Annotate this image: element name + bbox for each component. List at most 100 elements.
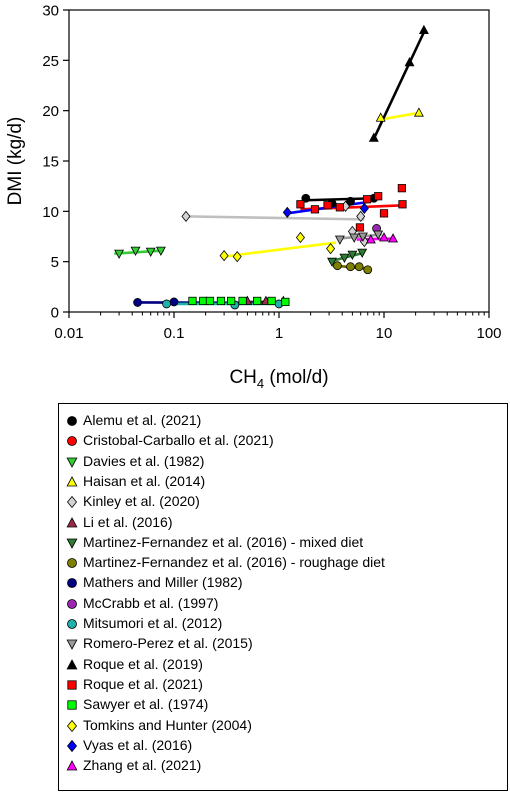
- legend-label: McCrabb et al. (1997): [83, 594, 219, 611]
- legend-label: Haisan et al. (2014): [83, 472, 206, 489]
- series-8-point: [133, 298, 142, 307]
- legend-label: Martinez-Fernandez et al. (2016) - mixed…: [83, 533, 364, 550]
- legend-label: Vyas et al. (2016): [83, 736, 193, 753]
- plot-frame: [68, 9, 490, 313]
- x-tick-label: 1: [275, 325, 283, 342]
- legend: Alemu et al. (2021) Cristobal-Carballo et…: [58, 403, 508, 791]
- legend-marker-icon: [66, 496, 78, 509]
- y-tick-label: 10: [42, 204, 59, 221]
- series-10-point: [162, 299, 171, 309]
- series-13-point: [323, 201, 332, 210]
- series-3-point: [413, 107, 424, 117]
- series-14-point: [188, 296, 197, 306]
- legend-label: Alemu et al. (2021): [83, 412, 202, 428]
- series-13-point: [296, 200, 305, 209]
- series-16-point: [282, 206, 292, 218]
- legend-marker-icon: [66, 760, 78, 771]
- legend-marker-icon: [66, 516, 78, 527]
- legend-item: Martinez-Fernandez et al. (2016) - mixed…: [59, 533, 499, 553]
- legend-marker-icon: [66, 719, 78, 732]
- legend-label: Tomkins and Hunter (2004): [83, 716, 252, 733]
- series-2-fit-line: [114, 249, 164, 255]
- legend-item: Haisan et al. (2014): [59, 472, 499, 492]
- series-12-fit-line: [372, 29, 427, 140]
- series-14-point: [205, 296, 215, 306]
- legend-marker-icon: [67, 416, 77, 426]
- series-13-point: [374, 192, 383, 201]
- legend-item: Vyas et al. (2016): [59, 736, 499, 756]
- legend-marker-icon: [67, 619, 77, 629]
- legend-marker-icon: [67, 700, 77, 710]
- x-tick-label: 0.1: [164, 325, 185, 342]
- y-tick-label: 0: [51, 305, 59, 322]
- series-7-point: [333, 261, 342, 271]
- y-tick-label: 5: [51, 254, 59, 271]
- legend-item: Davies et al. (1982): [59, 452, 499, 472]
- series-17-point: [365, 234, 376, 244]
- series-4-point: [181, 210, 191, 223]
- legend-marker-icon: [67, 598, 77, 609]
- legend-marker-icon: [67, 436, 77, 447]
- series-17-point: [379, 232, 389, 242]
- series-2-point: [114, 249, 125, 259]
- x-tick-label: 100: [476, 325, 501, 342]
- series-2-point: [145, 247, 156, 257]
- chart-area: 0.01 0.1 1 10 100 0 5 10 15 20 25 30 DMI (kg/d) CH4…: [5, 3, 502, 392]
- series-2-point: [155, 246, 166, 256]
- legend-label: Kinley et al. (2020): [83, 493, 200, 510]
- series-13-point: [355, 223, 365, 232]
- series-12-point: [404, 57, 415, 67]
- legend-label: Li et al. (2016): [83, 513, 173, 530]
- series-15-point: [232, 250, 242, 263]
- y-tick-label: 15: [42, 154, 59, 171]
- legend-marker-icon: [66, 538, 78, 549]
- legend-item: Cristobal-Carballo et al. (2021): [59, 431, 499, 451]
- series-13-point: [379, 209, 389, 218]
- series-7-point: [363, 265, 373, 275]
- series-4-point: [356, 210, 366, 223]
- legend-marker-icon: [67, 578, 77, 589]
- y-tick-label: 30: [42, 3, 59, 20]
- series-13-point: [397, 184, 406, 193]
- series-15-point: [219, 249, 229, 262]
- series-12-point: [418, 24, 429, 35]
- legend-marker-icon: [66, 639, 78, 651]
- legend-item: Tomkins and Hunter (2004): [59, 716, 499, 736]
- series-4-fit-line: [185, 215, 365, 221]
- series-6-point: [347, 250, 358, 260]
- series-3-point: [375, 112, 386, 122]
- y-tick-label: 20: [42, 103, 59, 120]
- series-0-point: [346, 196, 355, 206]
- legend-item: Zhang et al. (2021): [59, 756, 499, 776]
- series-13-point: [310, 205, 320, 214]
- legend-label: Mitsumori et al. (2012): [83, 615, 223, 631]
- legend-marker-icon: [66, 457, 78, 468]
- x-tick-label: 0.01: [54, 325, 83, 342]
- legend-item: Kinley et al. (2020): [59, 492, 499, 512]
- legend-item: Martinez-Fernandez et al. (2016) - rough…: [59, 553, 499, 573]
- legend-label: Roque et al. (2019): [83, 655, 203, 672]
- series-15-point: [295, 231, 305, 244]
- series-6-point: [339, 253, 350, 263]
- series-12-point: [368, 132, 379, 142]
- legend-label: Sawyer et al. (1974): [83, 696, 209, 713]
- series-17-point: [388, 233, 399, 243]
- legend-item: Roque et al. (2021): [59, 675, 499, 695]
- legend-marker-icon: [66, 476, 78, 487]
- legend-marker-icon: [66, 658, 78, 669]
- series-7-point: [346, 262, 355, 272]
- legend-label: Mathers and Miller (1982): [83, 574, 243, 591]
- legend-item: Roque et al. (2019): [59, 655, 499, 675]
- series-13-point: [335, 203, 344, 212]
- series-3-fit-line: [378, 111, 421, 122]
- series-7-point: [354, 262, 364, 272]
- series-14-point: [281, 297, 290, 307]
- legend-item: Mitsumori et al. (2012): [59, 614, 499, 634]
- y-tick-label: 25: [42, 53, 59, 70]
- legend-label: Cristobal-Carballo et al. (2021): [83, 432, 274, 449]
- legend-marker-icon: [66, 739, 78, 752]
- x-tick-label: 10: [376, 325, 393, 342]
- legend-label: Romero-Perez et al. (2015): [83, 635, 253, 652]
- legend-item: Romero-Perez et al. (2015): [59, 634, 499, 654]
- series-6-point: [327, 257, 338, 268]
